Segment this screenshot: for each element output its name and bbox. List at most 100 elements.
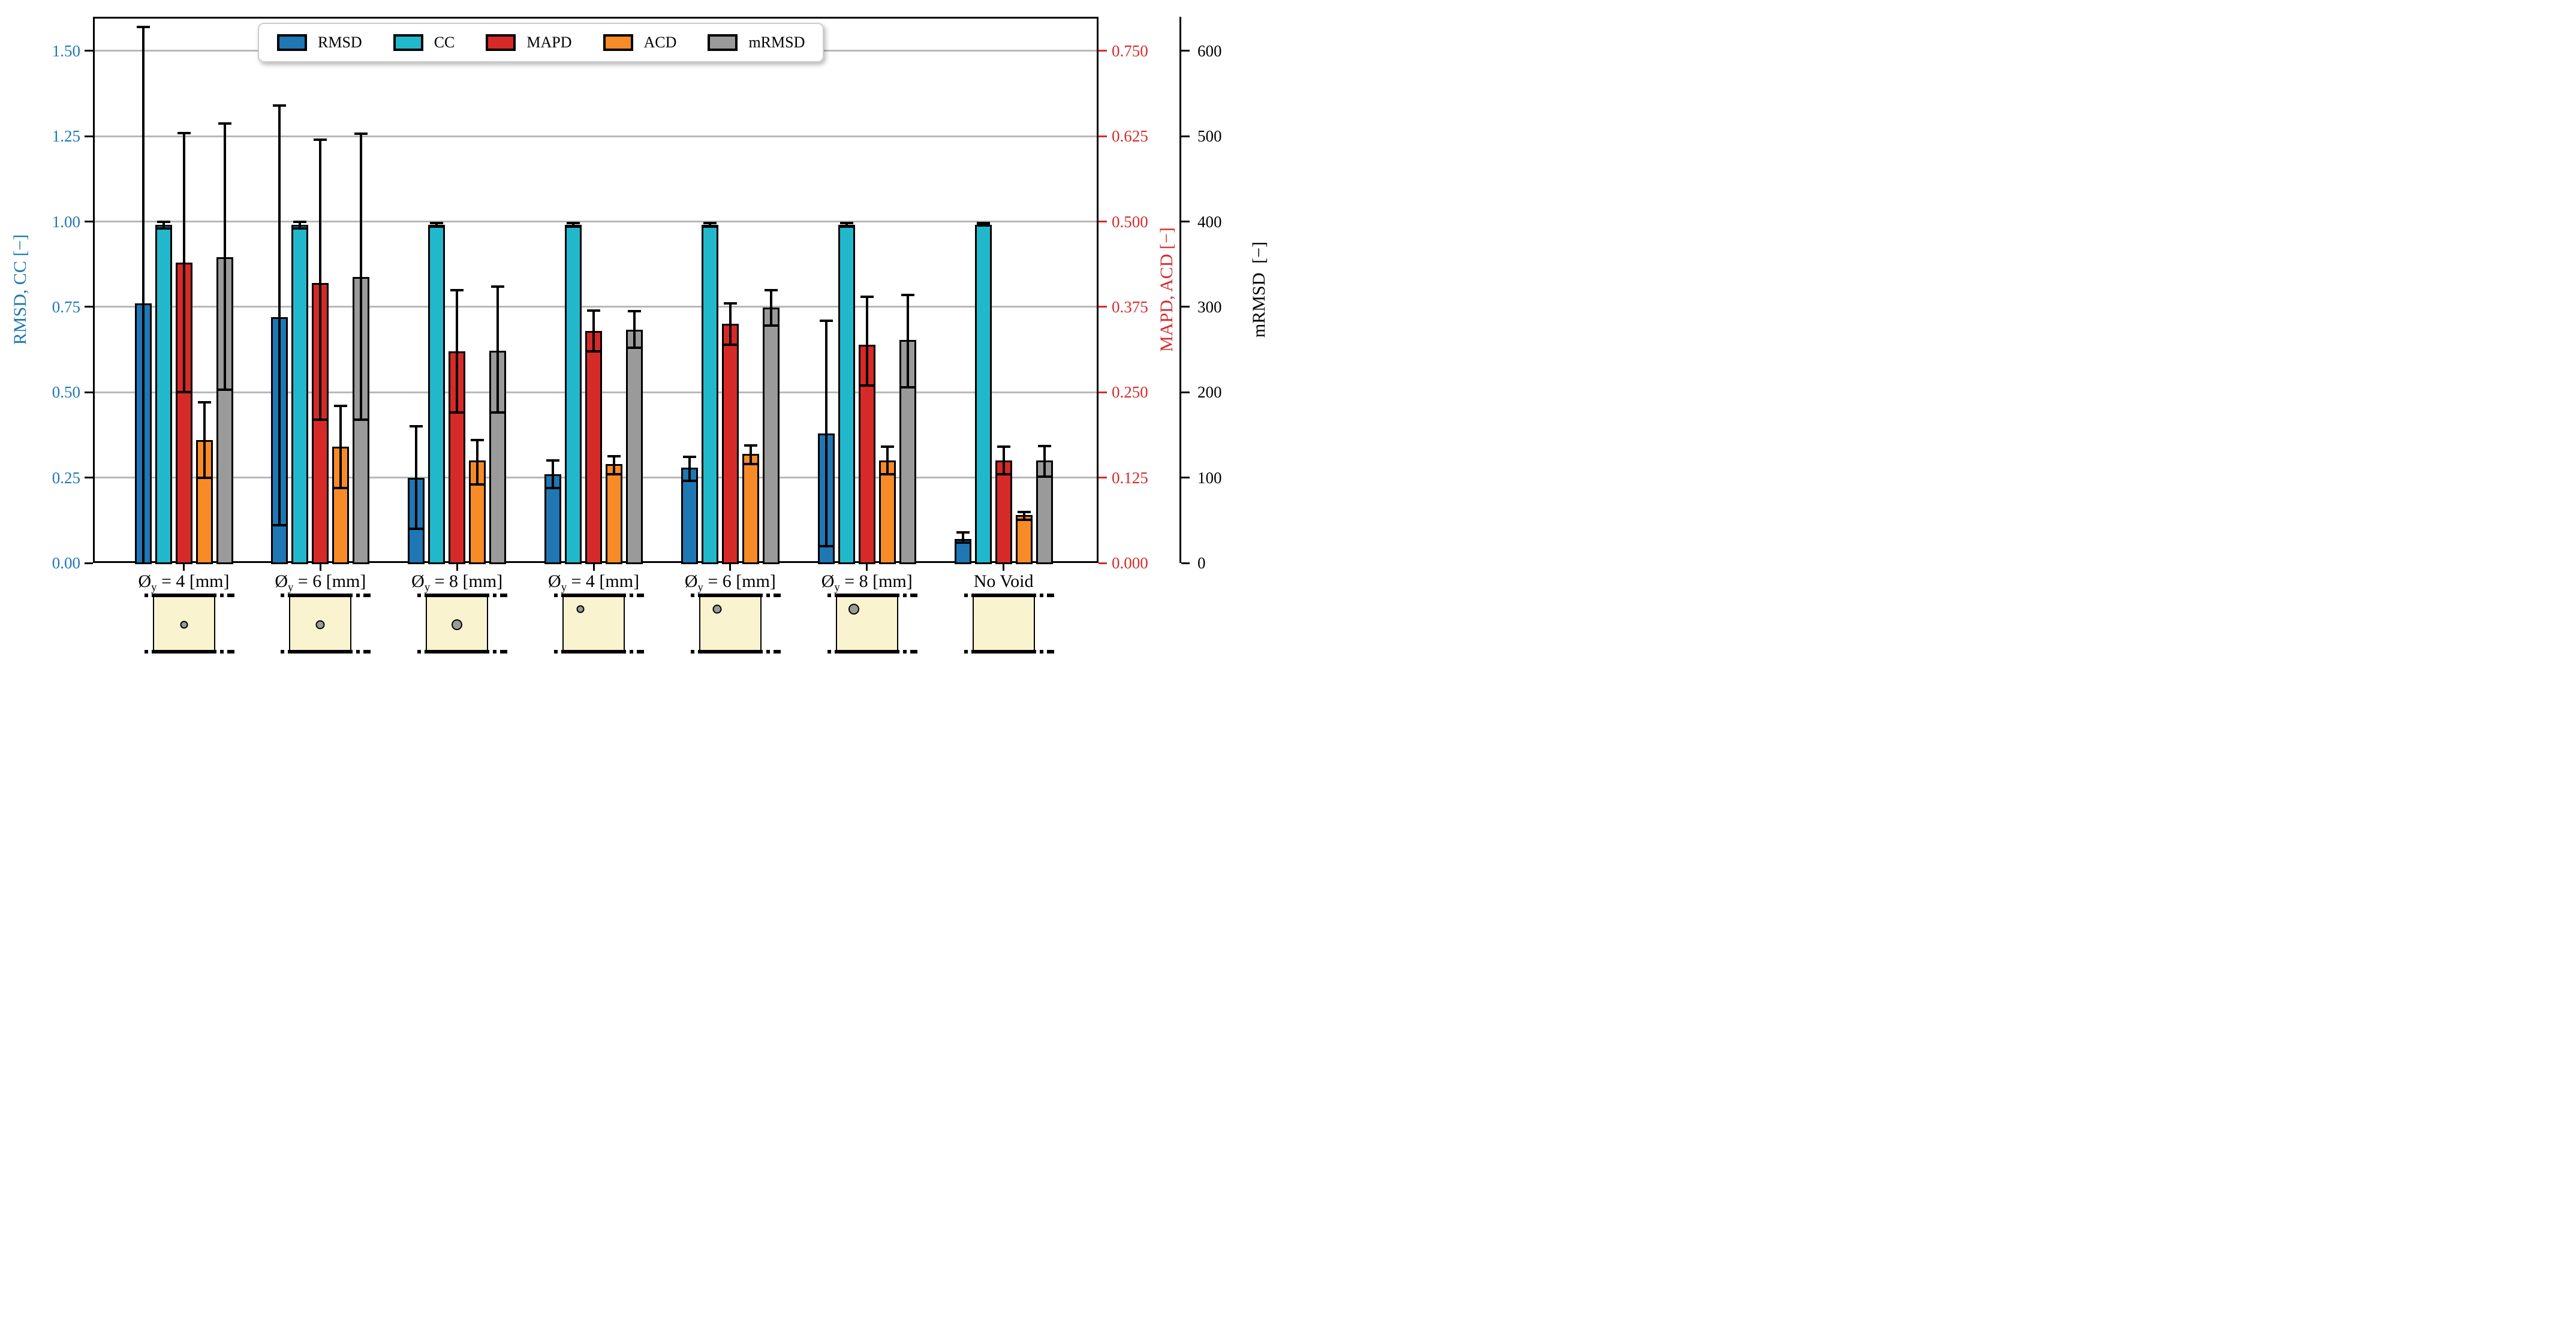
x-tick-label-0: Øy = 4 [mm] bbox=[138, 571, 230, 594]
error-cap-top bbox=[901, 294, 914, 297]
support-dot bbox=[902, 594, 907, 597]
error-cap-top bbox=[471, 439, 484, 442]
right-axis-tick bbox=[1099, 50, 1107, 52]
void-circle bbox=[576, 605, 585, 613]
error-cap-bottom bbox=[901, 386, 914, 389]
bar-acd-5 bbox=[878, 460, 896, 564]
error-cap-bottom bbox=[177, 391, 191, 394]
error-cap-bottom bbox=[430, 225, 444, 228]
error-cap-top bbox=[218, 122, 231, 125]
legend-item-rmsd: RMSD bbox=[277, 34, 362, 52]
left-axis-tick bbox=[85, 50, 93, 52]
x-axis-tick bbox=[456, 563, 458, 571]
right-axis-tick bbox=[1099, 391, 1107, 393]
error-bar-rmsd-0 bbox=[142, 27, 145, 563]
x-axis-tick bbox=[183, 563, 185, 571]
error-bar-acd-1 bbox=[339, 406, 342, 488]
left-axis-tick bbox=[85, 562, 93, 564]
error-bar-rmsd-5 bbox=[824, 320, 827, 546]
error-cap-top bbox=[956, 531, 970, 534]
error-cap-top bbox=[273, 104, 287, 107]
legend-label: MAPD bbox=[526, 34, 572, 51]
mrmsd-axis-tick bbox=[1181, 221, 1190, 223]
bar-cc-5 bbox=[838, 225, 855, 564]
mrmsd-axis-tick bbox=[1181, 135, 1190, 137]
error-bar-acd-6 bbox=[1022, 511, 1025, 520]
bar-mapd-3 bbox=[585, 330, 603, 564]
support-dash bbox=[773, 594, 781, 597]
error-cap-top bbox=[723, 302, 737, 305]
error-cap-top bbox=[430, 222, 444, 225]
left-axis-tick-label: 0.00 bbox=[52, 554, 80, 572]
bar-acd-6 bbox=[1015, 515, 1033, 564]
mrmsd-axis-tick-label: 0 bbox=[1197, 554, 1206, 572]
right-axis-tick-label: 0.250 bbox=[1112, 383, 1148, 402]
error-cap-top bbox=[839, 222, 853, 225]
x-tick-label-6: No Void bbox=[973, 571, 1034, 591]
support-dot bbox=[827, 594, 831, 597]
error-cap-top bbox=[587, 309, 601, 312]
error-bar-rmsd-3 bbox=[552, 460, 555, 488]
support-dash bbox=[637, 594, 645, 597]
support-dash bbox=[1046, 594, 1054, 597]
error-bar-mrmsd-1 bbox=[360, 134, 363, 420]
error-bar-acd-0 bbox=[203, 402, 206, 478]
error-bar-cc-3 bbox=[572, 222, 575, 227]
error-cap-bottom bbox=[997, 472, 1010, 475]
error-cap-top bbox=[157, 220, 170, 223]
support-dot bbox=[144, 594, 148, 597]
error-cap-top bbox=[334, 405, 348, 408]
specimen-diagram-0 bbox=[144, 594, 234, 654]
specimen-top-support bbox=[834, 594, 899, 597]
error-cap-bottom bbox=[839, 225, 853, 228]
support-dash bbox=[910, 650, 917, 654]
far-right-axis-title: mRMSD [−] bbox=[1249, 241, 1269, 338]
error-bar-mrmsd-6 bbox=[1043, 445, 1046, 477]
support-dash bbox=[227, 594, 234, 597]
legend-label: mRMSD bbox=[748, 34, 805, 51]
bar-mrmsd-3 bbox=[626, 330, 643, 564]
mrmsd-axis-tick bbox=[1181, 50, 1190, 52]
specimen-diagram-1 bbox=[281, 594, 371, 654]
specimen-top-support bbox=[697, 594, 763, 597]
right-axis-tick-label: 0.500 bbox=[1112, 212, 1148, 231]
support-dot bbox=[493, 650, 497, 654]
error-cap-bottom bbox=[682, 480, 696, 483]
void-circle bbox=[452, 619, 463, 630]
error-cap-bottom bbox=[450, 411, 464, 414]
error-cap-bottom bbox=[546, 486, 560, 489]
error-bar-mrmsd-0 bbox=[223, 123, 226, 390]
bar-mrmsd-0 bbox=[216, 257, 233, 564]
support-dot bbox=[356, 650, 360, 654]
specimen-bottom-support bbox=[425, 650, 490, 654]
mrmsd-axis-tick-label: 100 bbox=[1197, 468, 1222, 487]
error-cap-bottom bbox=[744, 462, 757, 465]
left-axis-tick-label: 1.25 bbox=[52, 127, 80, 146]
support-dash bbox=[363, 594, 371, 597]
support-dot bbox=[417, 594, 422, 597]
error-cap-bottom bbox=[410, 528, 423, 531]
mrmsd-axis-tick bbox=[1181, 477, 1190, 479]
support-dash bbox=[637, 650, 645, 654]
specimen-bottom-support bbox=[288, 650, 353, 654]
gridline bbox=[93, 135, 1099, 137]
support-dot bbox=[690, 594, 694, 597]
error-cap-bottom bbox=[723, 343, 737, 346]
specimen-diagram-2 bbox=[417, 594, 508, 654]
bar-mapd-6 bbox=[995, 460, 1012, 564]
error-cap-top bbox=[997, 445, 1010, 448]
bar-mapd-5 bbox=[858, 344, 875, 564]
mrmsd-axis-tick bbox=[1181, 562, 1190, 564]
right-axis-tick-label: 0.000 bbox=[1112, 554, 1148, 572]
error-bar-rmsd-4 bbox=[688, 457, 691, 481]
error-cap-bottom bbox=[819, 544, 833, 547]
specimen-bottom-support bbox=[561, 650, 627, 654]
left-axis-tick bbox=[85, 306, 93, 308]
error-bar-mapd-2 bbox=[456, 290, 459, 413]
support-dash bbox=[773, 650, 781, 654]
bar-mrmsd-4 bbox=[762, 308, 780, 564]
support-dot bbox=[281, 650, 285, 654]
error-cap-bottom bbox=[157, 227, 170, 230]
support-dot bbox=[766, 594, 770, 597]
error-bar-acd-5 bbox=[886, 447, 889, 474]
